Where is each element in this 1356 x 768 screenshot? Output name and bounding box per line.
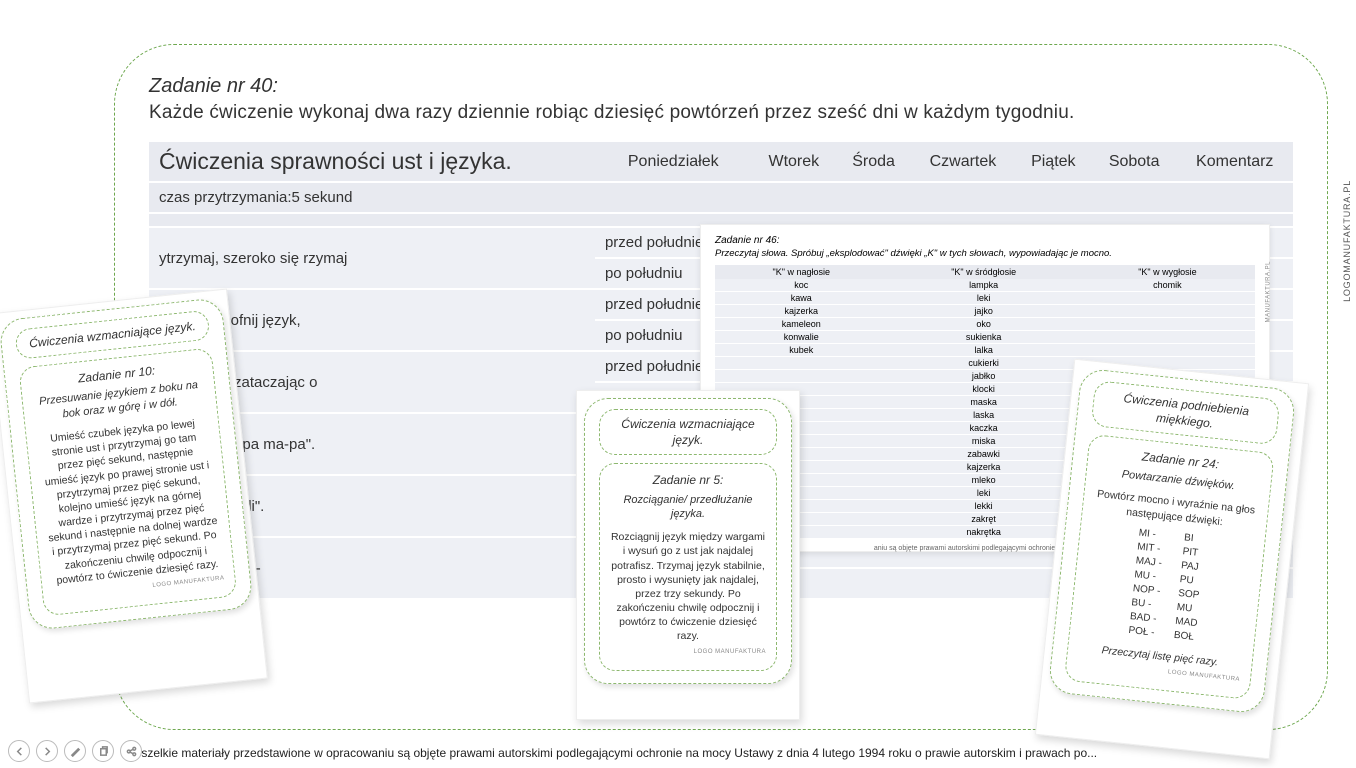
sheet46-desc: Przeczytaj słowa. Spróbuj „eksplodować" … <box>715 248 1255 259</box>
s46-cell: lalka <box>888 344 1080 357</box>
share-button[interactable] <box>120 740 142 762</box>
col-day: Środa <box>836 142 911 182</box>
card10-body: Zadanie nr 10: Przesuwanie językiem z bo… <box>18 348 237 617</box>
card-task10: Ćwiczenia wzmacniające język. Zadanie nr… <box>0 297 254 631</box>
c24-right-item: BOŁ <box>1173 628 1197 644</box>
s46-cell: kajzerka <box>888 461 1080 474</box>
card5-logo: LOGO MANUFAKTURA <box>610 648 766 656</box>
s46-cell <box>1080 292 1255 305</box>
s46-cell: kubek <box>715 344 888 357</box>
card5-title: Zadanie nr 5: <box>610 472 766 488</box>
c24-left-item: POŁ - <box>1128 624 1157 641</box>
s46-cell: cukierki <box>888 357 1080 370</box>
s46-cell: leki <box>888 292 1080 305</box>
s46-cell: nakrętka <box>888 526 1080 539</box>
s46-cell <box>715 357 888 370</box>
s46-cell: koc <box>715 279 888 292</box>
sheet46-title: Zadanie nr 46: <box>715 235 1255 246</box>
copyright-footer: Wszelkie materiały przedstawione w oprac… <box>130 746 1328 760</box>
nav-controls <box>8 740 142 762</box>
table-subhead: czas przytrzymania:5 sekund <box>149 182 1293 213</box>
s46-cell: laska <box>888 409 1080 422</box>
card5-head: Ćwiczenia wzmacniające język. <box>599 409 777 455</box>
edit-button[interactable] <box>64 740 86 762</box>
card24-list: MI -MIT -MAJ -MU -NOP -BU -BAD -POŁ - BI… <box>1080 521 1255 650</box>
card-task24: Ćwiczenia podniebienia miękkiego. Zadani… <box>1048 368 1297 715</box>
next-button[interactable] <box>36 740 58 762</box>
prev-button[interactable] <box>8 740 30 762</box>
card-task5: Ćwiczenia wzmacniające język. Zadanie nr… <box>584 398 792 684</box>
copy-button[interactable] <box>92 740 114 762</box>
s46-cell: lampka <box>888 279 1080 292</box>
col-day: Sobota <box>1092 142 1177 182</box>
col-day: Czwartek <box>911 142 1015 182</box>
s46-col: "K" w nagłosie <box>715 265 888 279</box>
s46-col: "K" w wygłosie <box>1080 265 1255 279</box>
s46-cell <box>1080 305 1255 318</box>
s46-cell: mleko <box>888 474 1080 487</box>
side-brand: LOGOMANUFAKTURA.PL <box>1342 180 1352 302</box>
s46-cell: sukienka <box>888 331 1080 344</box>
card5-sub: Rozciąganie/ przedłużanie języka. <box>610 493 766 523</box>
s46-cell <box>1080 318 1255 331</box>
col-day: Piątek <box>1015 142 1092 182</box>
s46-cell <box>1080 331 1255 344</box>
card10-text: Umieść czubek języka po lewej stronie us… <box>36 415 223 588</box>
s46-cell: miska <box>888 435 1080 448</box>
task-title: Zadanie nr 40: <box>149 75 1293 98</box>
task-desc: Każde ćwiczenie wykonaj dwa razy dzienni… <box>149 102 1293 124</box>
s46-cell: kajzerka <box>715 305 888 318</box>
sheet46-side-brand: MANUFAKTURA.PL <box>1265 261 1271 322</box>
col-day: Wtorek <box>752 142 837 182</box>
s46-cell: maska <box>888 396 1080 409</box>
s46-cell: kawa <box>715 292 888 305</box>
s46-cell: kameleon <box>715 318 888 331</box>
s46-cell: oko <box>888 318 1080 331</box>
card24-body: Zadanie nr 24: Powtarzanie dźwięków. Pow… <box>1064 434 1275 700</box>
s46-cell: konwalie <box>715 331 888 344</box>
s46-cell: klocki <box>888 383 1080 396</box>
s46-cell: lekki <box>888 500 1080 513</box>
s46-cell: jajko <box>888 305 1080 318</box>
s46-col: "K" w śródgłosie <box>888 265 1080 279</box>
s46-cell: zakręt <box>888 513 1080 526</box>
exercise-text: ytrzymaj, szeroko się rzymaj <box>149 227 595 289</box>
s46-cell: kaczka <box>888 422 1080 435</box>
card5-body: Zadanie nr 5: Rozciąganie/ przedłużanie … <box>599 463 777 670</box>
card24-head: Ćwiczenia podniebienia miękkiego. <box>1091 380 1281 446</box>
col-day: Poniedziałek <box>595 142 752 182</box>
s46-cell: chomik <box>1080 279 1255 292</box>
col-comment: Komentarz <box>1176 142 1293 182</box>
card5-text: Rozciągnij język między wargami i wysuń … <box>610 530 766 643</box>
s46-cell: jabłko <box>888 370 1080 383</box>
table-heading: Ćwiczenia sprawności ust i języka. <box>149 142 595 182</box>
s46-cell <box>1080 344 1255 357</box>
s46-cell: zabawki <box>888 448 1080 461</box>
s46-cell: leki <box>888 487 1080 500</box>
s46-cell <box>715 370 888 383</box>
